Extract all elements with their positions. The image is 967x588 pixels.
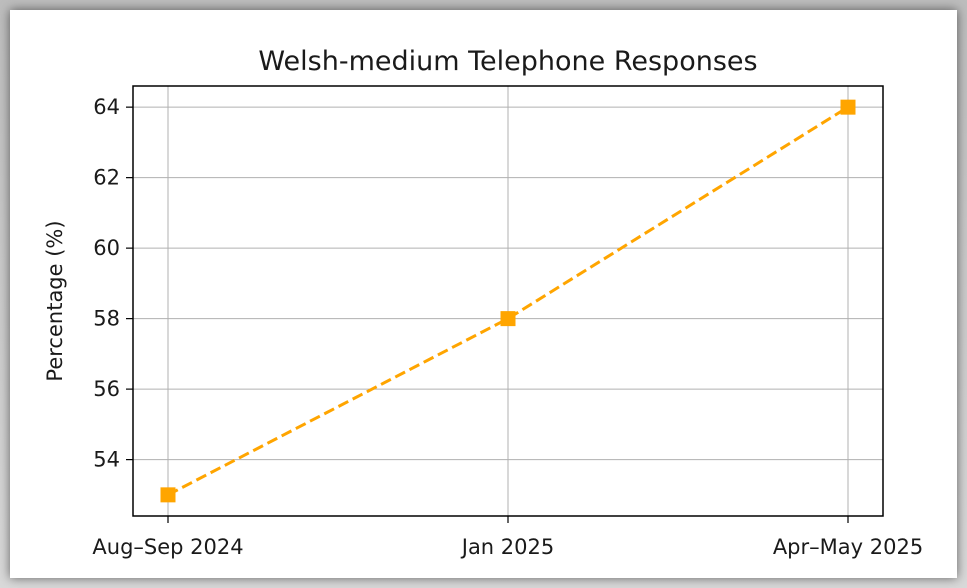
data-point-marker: [160, 487, 176, 503]
chart-title: Welsh-medium Telephone Responses: [258, 46, 757, 77]
y-tick-label: 62: [93, 166, 120, 190]
series-line: [167, 105, 849, 497]
y-tick-label: 64: [93, 95, 120, 119]
data-point-marker: [840, 99, 856, 115]
grid-lines: [133, 86, 883, 516]
y-tick-label: 54: [93, 448, 120, 472]
y-axis-label: Percentage (%): [43, 220, 67, 381]
y-tick-label: 60: [93, 236, 120, 260]
axis-ticks: Aug–Sep 2024 Jan 2025 Apr–May 2025 54 56 58 60…: [92, 95, 923, 559]
x-tick-label: Jan 2025: [460, 535, 555, 559]
series-layer: [160, 99, 856, 503]
y-tick-label: 56: [93, 377, 120, 401]
y-tick-label: 58: [93, 307, 120, 331]
x-tick-label: Aug–Sep 2024: [92, 535, 243, 559]
data-point-marker: [500, 311, 516, 327]
x-tick-label: Apr–May 2025: [773, 535, 923, 559]
